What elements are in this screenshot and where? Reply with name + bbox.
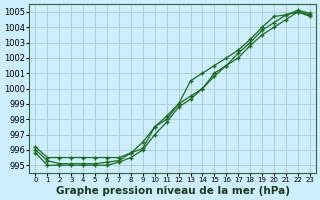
X-axis label: Graphe pression niveau de la mer (hPa): Graphe pression niveau de la mer (hPa): [56, 186, 290, 196]
